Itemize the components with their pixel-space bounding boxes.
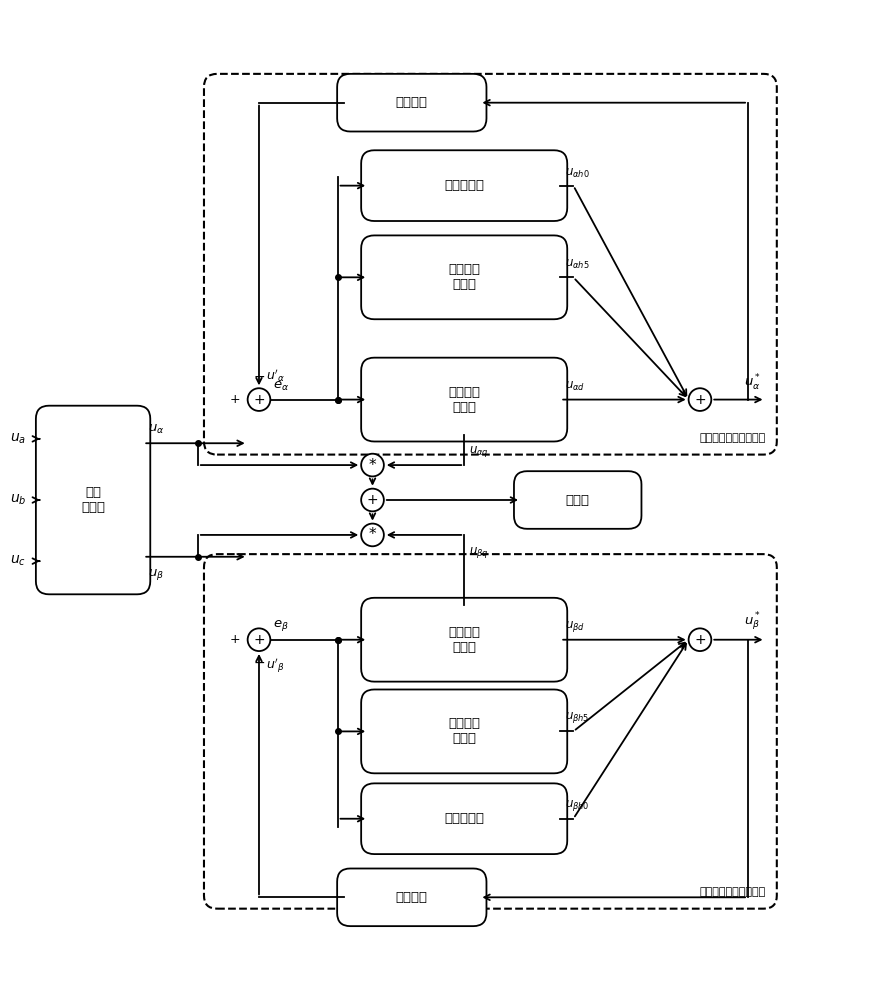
Text: $u'_\alpha$: $u'_\alpha$ [266,367,285,384]
Text: $u_b$: $u_b$ [11,493,26,507]
Text: +: + [694,393,706,407]
FancyBboxPatch shape [361,358,568,441]
Text: +: + [253,633,265,647]
Text: $e_\beta$: $e_\beta$ [273,618,289,633]
Text: 锁频器: 锁频器 [566,493,590,506]
Text: 坐标
变换器: 坐标 变换器 [81,486,105,514]
Text: $u_\alpha$: $u_\alpha$ [148,423,164,436]
Text: 一拍延迟: 一拍延迟 [396,891,427,904]
Text: 广义二阶
积分器: 广义二阶 积分器 [449,717,480,745]
FancyBboxPatch shape [337,74,486,132]
FancyBboxPatch shape [337,868,486,926]
Text: 广义二阶
积分器: 广义二阶 积分器 [449,263,480,291]
Text: $u_{\alpha h5}$: $u_{\alpha h5}$ [565,258,590,271]
Circle shape [361,524,384,546]
Text: *: * [369,527,377,542]
Text: $u_\beta$: $u_\beta$ [148,567,164,582]
Text: $u^*_\beta$: $u^*_\beta$ [744,610,761,633]
Circle shape [689,388,711,411]
Text: −: − [253,370,265,384]
Text: +: + [367,493,378,507]
Text: 滞后相量信号选频网络: 滞后相量信号选频网络 [699,887,766,897]
Text: $u_{\beta d}$: $u_{\beta d}$ [565,619,584,634]
Text: 超前相量信号选频网络: 超前相量信号选频网络 [699,433,766,443]
Text: $u_{\beta h5}$: $u_{\beta h5}$ [565,710,589,725]
Circle shape [248,388,271,411]
Text: 直流滤波环: 直流滤波环 [444,812,484,825]
FancyBboxPatch shape [361,689,568,773]
Text: $u_{\beta q}$: $u_{\beta q}$ [469,545,488,560]
Circle shape [361,454,384,476]
Text: −: − [253,655,265,669]
Text: 广义三阶
积分器: 广义三阶 积分器 [449,626,480,654]
FancyBboxPatch shape [361,598,568,682]
Text: +: + [253,393,265,407]
Circle shape [361,489,384,511]
Text: +: + [230,393,241,406]
Text: $u'_\beta$: $u'_\beta$ [266,656,285,675]
Text: *: * [369,458,377,473]
Text: $u_{\alpha d}$: $u_{\alpha d}$ [565,380,585,393]
FancyBboxPatch shape [514,471,641,529]
Circle shape [248,628,271,651]
FancyBboxPatch shape [36,406,151,594]
Text: $u_{\beta h0}$: $u_{\beta h0}$ [565,798,590,813]
FancyBboxPatch shape [361,783,568,854]
Text: $u_{\alpha q}$: $u_{\alpha q}$ [469,444,488,459]
Text: 一拍延迟: 一拍延迟 [396,96,427,109]
Text: +: + [694,633,706,647]
Circle shape [689,628,711,651]
Text: $u^*_\alpha$: $u^*_\alpha$ [744,372,761,393]
FancyBboxPatch shape [361,235,568,319]
Text: +: + [230,633,241,646]
Text: 直流滤波环: 直流滤波环 [444,179,484,192]
Text: 广义三阶
积分器: 广义三阶 积分器 [449,386,480,414]
Text: $u_c$: $u_c$ [11,554,26,568]
Text: $e_\alpha$: $e_\alpha$ [273,379,289,393]
FancyBboxPatch shape [361,150,568,221]
Text: $u_{\alpha h0}$: $u_{\alpha h0}$ [565,167,590,180]
Text: $u_a$: $u_a$ [11,432,26,446]
